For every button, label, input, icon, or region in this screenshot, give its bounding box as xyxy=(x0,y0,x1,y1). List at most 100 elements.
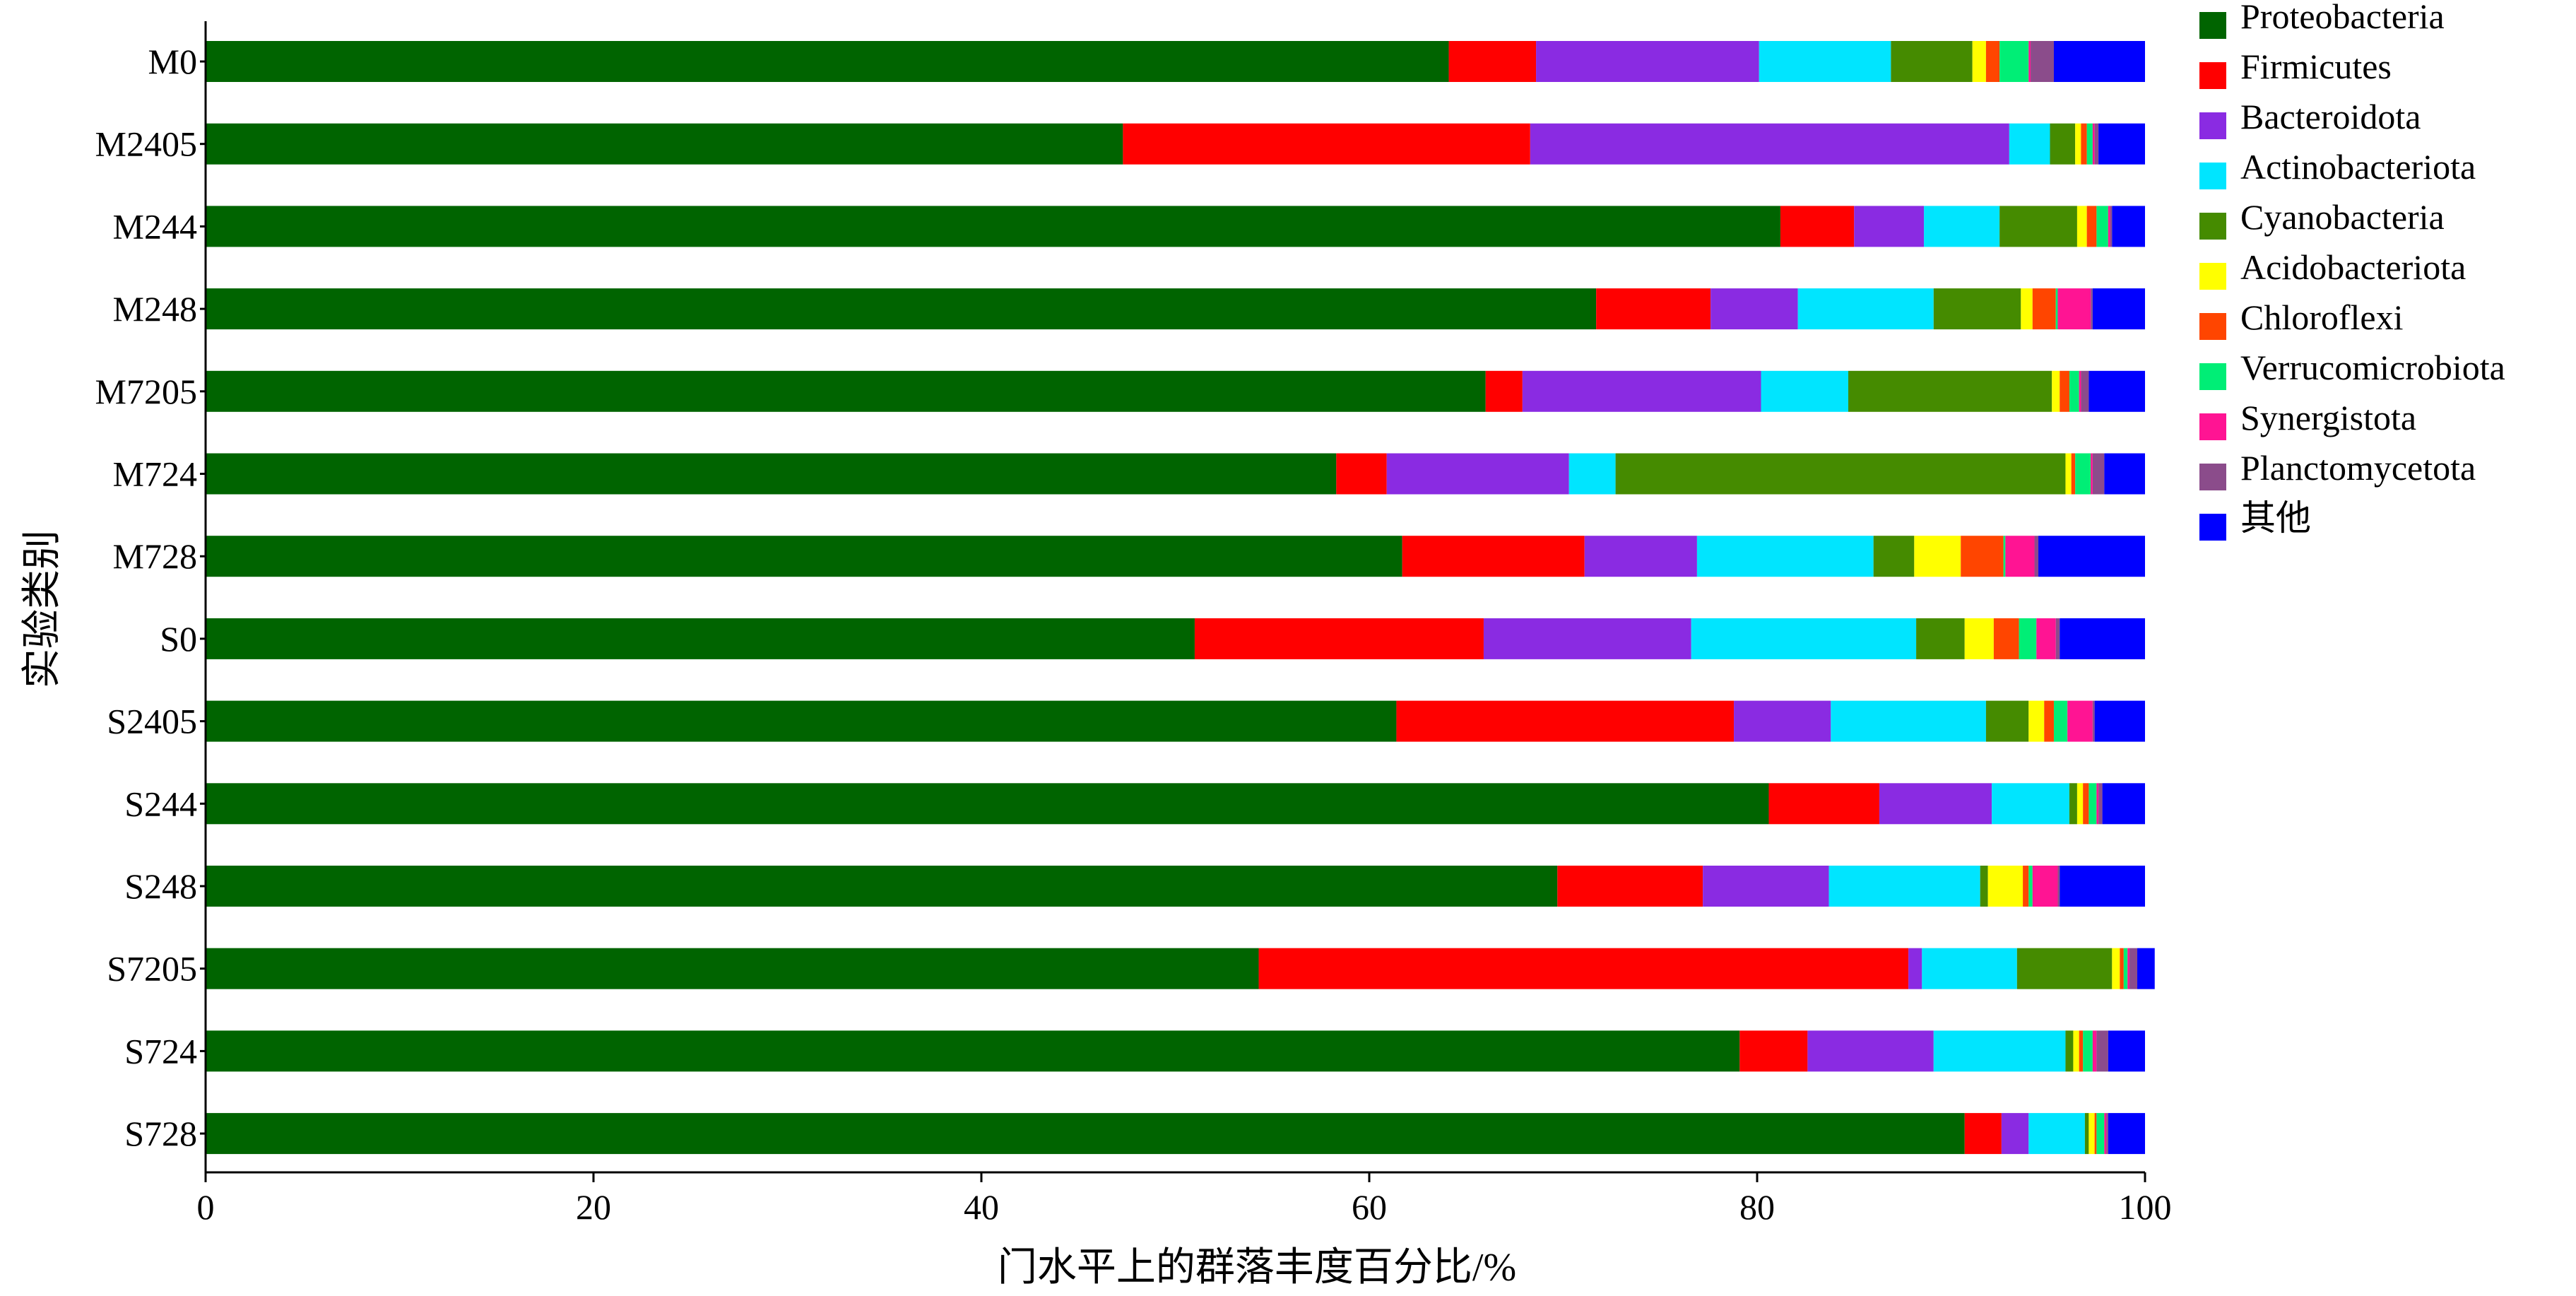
y-category-label: S7205 xyxy=(107,949,197,989)
bar-segment-M244-Acidobacteriota xyxy=(2076,206,2087,247)
y-category-label: M7205 xyxy=(95,372,197,411)
bar-segment-M7205-其他 xyxy=(2088,370,2146,412)
legend-label: Verrucomicrobiota xyxy=(2240,348,2505,387)
bar-segment-M724-Acidobacteriota xyxy=(2065,453,2072,495)
bar-segment-S0-Proteobacteria xyxy=(206,618,1195,659)
bar-segment-S2405-Acidobacteriota xyxy=(2028,700,2045,742)
bar-segment-M244-Chloroflexi xyxy=(2086,206,2097,247)
bar-segment-M248-Verrucomicrobiota xyxy=(2055,288,2058,330)
bar-segment-S728-其他 xyxy=(2108,1113,2146,1155)
x-tick-label: 0 xyxy=(197,1187,215,1227)
bar-segment-M7205-Verrucomicrobiota xyxy=(2069,370,2079,412)
bar-segment-S724-Acidobacteriota xyxy=(2073,1030,2079,1072)
bar-segment-S0-Cyanobacteria xyxy=(1916,618,1965,659)
bar-segment-S2405-Planctomycetota xyxy=(2092,700,2095,742)
bar-segment-M728-其他 xyxy=(2038,536,2145,577)
bar-segment-S728-Firmicutes xyxy=(1964,1113,2002,1155)
bar-segment-M248-Cyanobacteria xyxy=(1933,288,2021,330)
bar-segment-M244-Synergistota xyxy=(2108,206,2110,247)
legend-swatch xyxy=(2199,514,2226,541)
bar-segment-S0-Firmicutes xyxy=(1194,618,1484,659)
y-category-label: S248 xyxy=(124,866,197,906)
bar-segment-M0-Chloroflexi xyxy=(1985,41,2000,82)
bar-segment-M7205-Cyanobacteria xyxy=(1848,370,2052,412)
bar-segment-S724-其他 xyxy=(2108,1030,2145,1072)
bar-segment-M0-Actinobacteriota xyxy=(1759,41,1891,82)
bar-segment-S724-Planctomycetota xyxy=(2096,1030,2108,1072)
bar-segment-S2405-Firmicutes xyxy=(1396,700,1735,742)
legend-swatch xyxy=(2199,112,2226,139)
bar-segment-M724-Proteobacteria xyxy=(206,453,1337,495)
bar-segment-M2405-Synergistota xyxy=(2092,123,2095,165)
bar-segment-M248-Planctomycetota xyxy=(2091,288,2093,330)
bar-segment-M248-Chloroflexi xyxy=(2032,288,2056,330)
bar-segment-S248-Chloroflexi xyxy=(2023,866,2029,907)
bar-segment-M0-Bacteroidota xyxy=(1536,41,1759,82)
legend: Proteobacteria Firmicutes Bacteroidota Acti… xyxy=(2199,0,2505,541)
bar-segment-M244-Proteobacteria xyxy=(206,206,1780,247)
bar-segment-M2405-Chloroflexi xyxy=(2081,123,2087,165)
bar-segment-S244-Verrucomicrobiota xyxy=(2088,783,2097,825)
bar-segment-M728-Verrucomicrobiota xyxy=(2003,536,2006,577)
bar-segment-M724-Verrucomicrobiota xyxy=(2075,453,2091,495)
bar-segment-S7205-Proteobacteria xyxy=(206,948,1259,989)
bar-segment-S728-Synergistota xyxy=(2104,1113,2107,1155)
legend-swatch xyxy=(2199,12,2226,39)
bar-segment-M248-Synergistota xyxy=(2057,288,2091,330)
y-category-label: S2405 xyxy=(107,702,197,741)
bar-segment-S728-Cyanobacteria xyxy=(2084,1113,2089,1155)
legend-swatch xyxy=(2199,213,2226,240)
y-category-label: M0 xyxy=(148,42,197,81)
legend-label: Synergistota xyxy=(2240,398,2416,437)
bar-segment-M248-Acidobacteriota xyxy=(2021,288,2033,330)
bar-segment-S7205-Verrucomicrobiota xyxy=(2123,948,2128,989)
bar-segment-M2405-其他 xyxy=(2098,123,2145,165)
bars-layer xyxy=(206,41,2155,1155)
bar-segment-S0-其他 xyxy=(2060,618,2145,659)
bar-segment-S244-Proteobacteria xyxy=(206,783,1769,825)
bar-segment-S7205-Cyanobacteria xyxy=(2016,948,2113,989)
y-category-label: S728 xyxy=(124,1114,197,1153)
bar-segment-M0-其他 xyxy=(2053,41,2145,82)
y-category-label: S244 xyxy=(124,784,197,823)
bar-segment-S7205-Firmicutes xyxy=(1258,948,1909,989)
bar-segment-S7205-Planctomycetota xyxy=(2129,948,2138,989)
bar-segment-S728-Verrucomicrobiota xyxy=(2096,1113,2105,1155)
bar-segment-M728-Firmicutes xyxy=(1402,536,1585,577)
bar-segment-M244-Actinobacteriota xyxy=(1924,206,2000,247)
bar-segment-S248-Firmicutes xyxy=(1557,866,1703,907)
bar-segment-M244-Planctomycetota xyxy=(2110,206,2113,247)
bar-segment-S0-Verrucomicrobiota xyxy=(2019,618,2037,659)
bar-segment-S728-Planctomycetota xyxy=(2106,1113,2108,1155)
bar-segment-M248-其他 xyxy=(2092,288,2145,330)
bar-segment-M7205-Planctomycetota xyxy=(2081,370,2089,412)
bar-segment-S244-Firmicutes xyxy=(1768,783,1879,825)
bar-segment-M0-Synergistota xyxy=(2028,41,2031,82)
bar-segment-S248-Verrucomicrobiota xyxy=(2028,866,2033,907)
bar-segment-S0-Actinobacteriota xyxy=(1691,618,1917,659)
bar-segment-M728-Chloroflexi xyxy=(1961,536,2004,577)
bar-segment-S724-Proteobacteria xyxy=(206,1030,1740,1072)
bar-segment-M728-Acidobacteriota xyxy=(1914,536,1961,577)
bar-segment-M7205-Proteobacteria xyxy=(206,370,1486,412)
bar-segment-S724-Synergistota xyxy=(2092,1030,2097,1072)
bar-segment-S728-Acidobacteriota xyxy=(2088,1113,2095,1155)
legend-swatch xyxy=(2199,413,2226,440)
bar-segment-M728-Cyanobacteria xyxy=(1873,536,1915,577)
bar-segment-M7205-Acidobacteriota xyxy=(2052,370,2060,412)
legend-label: Actinobacteriota xyxy=(2240,147,2476,187)
x-tick-label: 40 xyxy=(964,1187,999,1227)
bar-segment-M2405-Cyanobacteria xyxy=(2050,123,2076,165)
bar-segment-S728-Bacteroidota xyxy=(2001,1113,2029,1155)
bar-segment-M0-Cyanobacteria xyxy=(1891,41,1973,82)
y-category-label: M2405 xyxy=(95,124,197,164)
bar-segment-M244-Verrucomicrobiota xyxy=(2096,206,2108,247)
bar-segment-S248-Proteobacteria xyxy=(206,866,1558,907)
bar-segment-M248-Actinobacteriota xyxy=(1797,288,1934,330)
bar-segment-S724-Chloroflexi xyxy=(2079,1030,2084,1072)
bar-segment-S2405-Bacteroidota xyxy=(1734,700,1831,742)
bar-segment-S244-Actinobacteriota xyxy=(1992,783,2069,825)
bar-segment-M2405-Acidobacteriota xyxy=(2075,123,2081,165)
legend-swatch xyxy=(2199,363,2226,390)
